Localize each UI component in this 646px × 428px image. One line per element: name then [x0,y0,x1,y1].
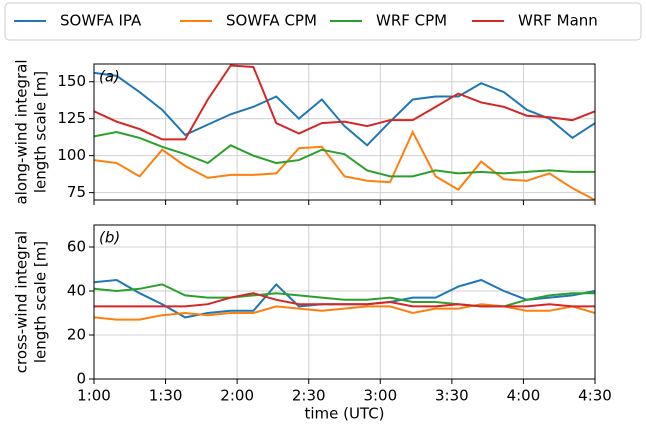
plot-area [94,278,595,321]
x-tick-label: 1:00 [77,387,111,405]
series-line [94,292,595,308]
y-axis-label: length scale [m] [32,71,50,193]
y-tick-label: 100 [57,146,86,164]
x-axis-label: time (UTC) [304,405,384,423]
plot-area [94,64,595,200]
y-tick-label: 60 [67,238,86,256]
plot-frame [93,224,596,380]
y-tick-label: 40 [67,282,86,300]
y-axis-label: length scale [m] [32,241,50,363]
legend-label: SOWFA IPA [60,12,142,30]
x-tick-label: 2:00 [220,387,254,405]
panel-label: (b) [99,229,120,247]
series-line [94,283,595,308]
legend-label: WRF Mann [518,12,598,30]
y-axis-label: along-wind integral [13,59,31,204]
x-tick-label: 2:30 [292,387,326,405]
series-line [94,303,595,321]
legend-box [4,2,642,41]
x-tick-label: 3:00 [363,387,397,405]
series-line [94,129,595,200]
y-tick-label: 20 [67,326,86,344]
y-tick-label: 75 [67,183,86,201]
y-tick-label: 150 [57,72,86,90]
series-line [94,130,595,178]
y-tick-label: 0 [76,370,86,388]
x-tick-label: 4:30 [578,387,612,405]
y-axis-label: cross-wind integral [13,231,31,373]
x-tick-label: 1:30 [149,387,183,405]
y-tick-label: 125 [57,109,86,127]
x-tick-label: 3:30 [435,387,469,405]
plot-frame [93,63,596,201]
x-tick-label: 4:00 [507,387,541,405]
legend-label: WRF CPM [376,12,447,30]
panel-label: (a) [99,68,120,86]
legend-label: SOWFA CPM [226,12,317,30]
series-line [94,71,595,147]
series-line [94,64,595,141]
